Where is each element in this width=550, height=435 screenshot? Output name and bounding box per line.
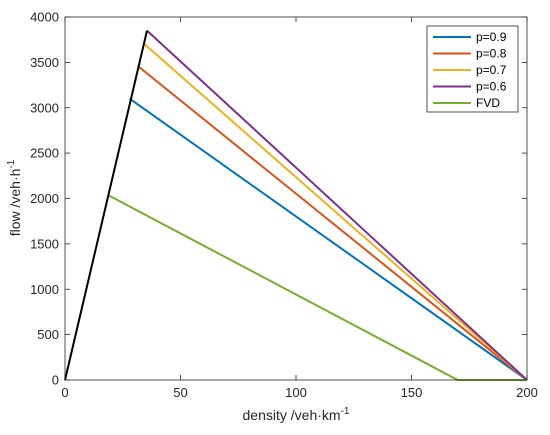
- y-tick-label: 0: [52, 373, 59, 388]
- y-tick-label: 1000: [30, 282, 59, 297]
- series-line-p=0.8: [137, 65, 528, 381]
- legend-label-p=0.8: p=0.8: [476, 47, 507, 61]
- legend-label-p=0.6: p=0.6: [476, 80, 507, 94]
- x-tick-label: 200: [516, 385, 538, 400]
- x-axis-label: density /veh·km-1: [243, 406, 350, 423]
- ticks-layer: 0 50 100 150 2000500100015002000250030003500…: [30, 10, 538, 401]
- series-line-p=0.6: [146, 29, 528, 381]
- y-tick-label: 1500: [30, 236, 59, 251]
- x-tick-label: 150: [401, 385, 423, 400]
- legend-label-p=0.9: p=0.9: [476, 30, 507, 44]
- series-layer: [64, 29, 528, 381]
- y-tick-label: 3000: [30, 100, 59, 115]
- x-tick-label: 50: [173, 385, 187, 400]
- series-line-p=0.9: [129, 97, 528, 381]
- y-tick-label: 2500: [30, 146, 59, 161]
- legend-label-FVD: FVD: [476, 96, 500, 110]
- y-axis-label: flow /veh·h-1: [6, 159, 23, 236]
- legend-label-p=0.7: p=0.7: [476, 63, 507, 77]
- series-line-p=0.7: [142, 42, 528, 381]
- legend: p=0.9 p=0.8 p=0.7 p=0.6 FVD: [426, 25, 519, 113]
- y-tick-label: 2000: [30, 191, 59, 206]
- y-tick-label: 500: [37, 327, 59, 342]
- x-tick-label: 100: [285, 385, 307, 400]
- free-flow-branch-line: [64, 30, 148, 381]
- y-tick-label: 3500: [30, 55, 59, 70]
- x-tick-label: 0: [61, 385, 68, 400]
- y-tick-label: 4000: [30, 10, 59, 25]
